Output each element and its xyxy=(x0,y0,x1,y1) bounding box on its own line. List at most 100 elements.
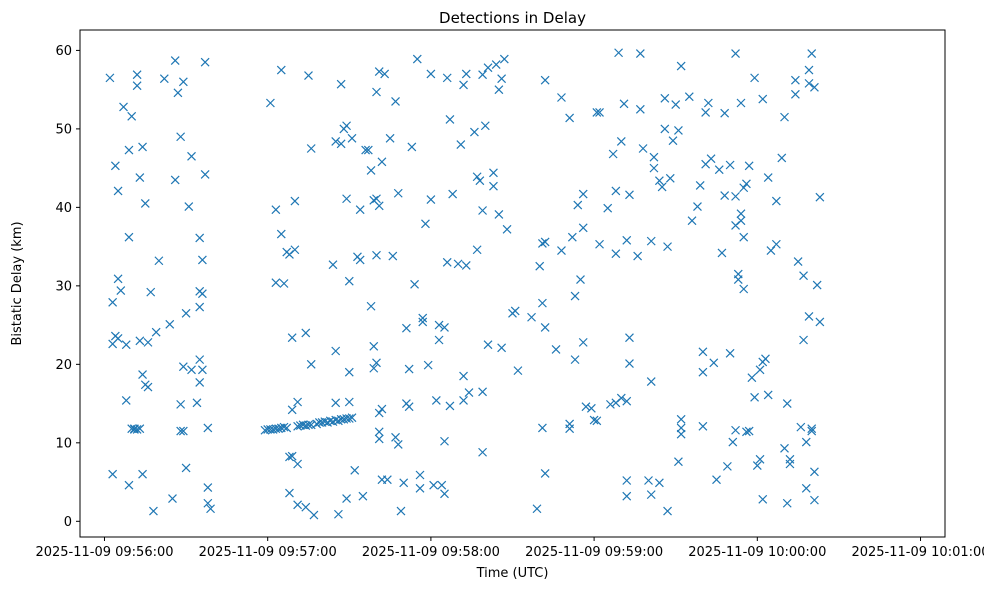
data-point-marker xyxy=(657,182,667,192)
data-point-marker xyxy=(799,335,808,345)
data-point-marker xyxy=(369,363,379,373)
data-point-marker xyxy=(140,199,150,208)
data-point-marker xyxy=(407,142,417,152)
data-point-marker xyxy=(676,429,686,439)
data-point-marker xyxy=(535,261,545,271)
data-point-marker xyxy=(200,169,210,179)
data-point-marker xyxy=(415,483,425,493)
data-point-marker xyxy=(304,420,313,430)
data-point-marker xyxy=(149,506,158,516)
data-point-marker xyxy=(763,390,773,400)
data-point-marker xyxy=(176,399,186,409)
data-point-marker xyxy=(342,194,351,204)
data-point-marker xyxy=(660,124,670,134)
data-point-marker xyxy=(274,424,283,434)
data-point-marker xyxy=(132,70,142,80)
data-point-marker xyxy=(276,229,286,239)
data-point-marker xyxy=(306,359,316,369)
data-point-marker xyxy=(159,74,169,84)
data-point-marker xyxy=(391,96,400,106)
data-point-marker xyxy=(469,127,479,137)
data-point-marker xyxy=(154,256,164,266)
data-point-marker xyxy=(565,419,575,429)
x-tick-label: 2025-11-09 09:58:00 xyxy=(362,545,500,560)
data-point-marker xyxy=(731,191,740,201)
data-point-marker xyxy=(625,333,634,343)
data-point-marker xyxy=(540,323,550,332)
data-point-marker xyxy=(377,157,387,167)
data-point-marker xyxy=(497,74,507,84)
x-tick-label: 2025-11-09 09:57:00 xyxy=(199,545,337,560)
data-point-marker xyxy=(453,259,463,269)
data-point-marker xyxy=(489,181,498,191)
data-point-marker xyxy=(698,421,708,431)
data-point-marker xyxy=(132,81,142,91)
data-point-marker xyxy=(328,260,338,270)
data-point-marker xyxy=(611,249,621,259)
data-point-marker xyxy=(777,153,787,163)
data-point-marker xyxy=(113,274,123,284)
data-point-marker xyxy=(344,276,354,286)
data-point-marker xyxy=(113,186,123,196)
data-point-marker xyxy=(459,396,468,405)
data-point-marker xyxy=(804,65,814,75)
data-point-marker xyxy=(557,246,566,255)
data-point-marker xyxy=(331,398,341,408)
data-point-marker xyxy=(195,233,205,243)
y-tick-label: 10 xyxy=(55,436,72,451)
data-point-marker xyxy=(796,422,806,432)
data-point-marker xyxy=(649,163,659,173)
data-point-marker xyxy=(695,180,705,190)
data-point-marker xyxy=(472,245,482,255)
data-point-marker xyxy=(206,504,215,514)
data-point-marker xyxy=(551,345,561,354)
data-point-marker xyxy=(382,475,392,485)
data-point-marker xyxy=(331,346,341,356)
data-point-marker xyxy=(355,205,365,215)
data-point-marker xyxy=(625,190,634,200)
data-point-marker xyxy=(638,144,648,153)
data-point-marker xyxy=(532,504,542,514)
data-point-marker xyxy=(347,413,357,423)
data-point-marker xyxy=(363,145,373,155)
data-point-marker xyxy=(138,469,147,479)
data-point-marker xyxy=(132,425,142,434)
data-point-marker xyxy=(801,437,811,447)
data-point-marker xyxy=(418,317,428,327)
data-point-marker xyxy=(399,478,409,488)
data-point-marker xyxy=(676,414,686,424)
data-point-marker xyxy=(396,506,406,516)
data-point-marker xyxy=(287,451,297,461)
data-point-marker xyxy=(573,200,583,210)
data-point-marker xyxy=(279,422,289,432)
data-point-marker xyxy=(480,121,490,131)
data-point-marker xyxy=(423,360,433,370)
data-point-marker xyxy=(616,137,626,146)
data-point-marker xyxy=(121,396,131,405)
data-point-marker xyxy=(276,65,286,75)
data-point-marker xyxy=(646,377,656,387)
data-point-marker xyxy=(203,498,213,508)
data-point-marker xyxy=(744,426,754,436)
data-point-marker xyxy=(622,235,632,245)
data-point-marker xyxy=(333,509,343,519)
data-point-marker xyxy=(649,152,659,162)
data-point-marker xyxy=(622,491,632,501)
data-point-marker xyxy=(570,355,580,365)
data-point-marker xyxy=(442,73,452,83)
data-point-marker xyxy=(698,347,708,357)
data-point-marker xyxy=(605,399,615,409)
data-point-marker xyxy=(684,92,694,102)
data-point-marker xyxy=(361,145,371,155)
data-point-marker xyxy=(124,480,134,490)
data-point-marker xyxy=(121,340,131,350)
data-point-marker xyxy=(804,78,814,88)
data-point-marker xyxy=(393,188,403,198)
data-point-marker xyxy=(282,423,292,433)
data-point-marker xyxy=(461,69,471,79)
data-point-marker xyxy=(151,327,161,337)
data-point-marker xyxy=(736,216,746,226)
data-point-marker xyxy=(701,107,711,117)
data-point-marker xyxy=(578,189,588,199)
